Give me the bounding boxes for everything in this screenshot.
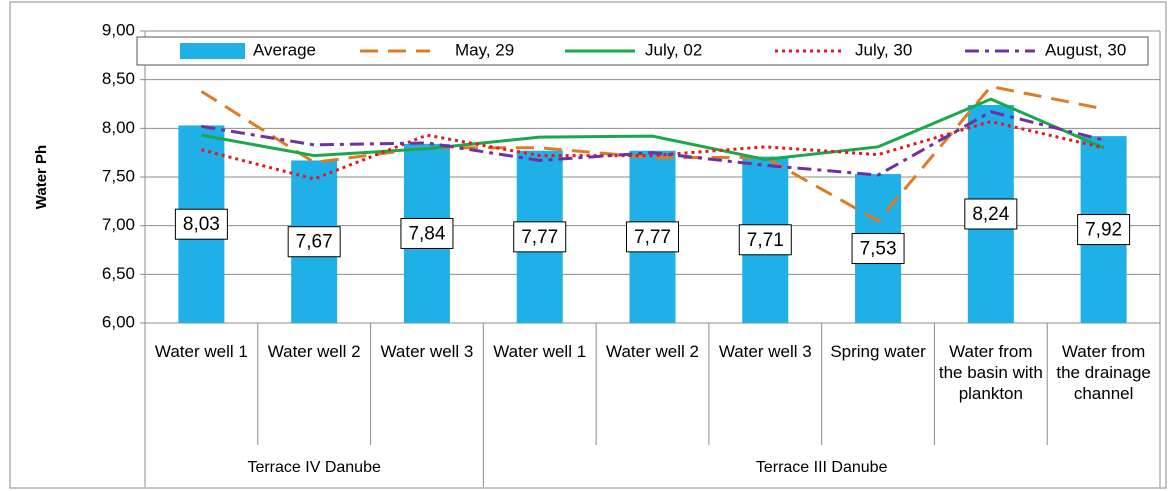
- data-label-box: [738, 224, 792, 256]
- data-label-box: [851, 233, 905, 265]
- legend-label: July, 30: [855, 40, 912, 59]
- data-label-box: [626, 221, 679, 253]
- y-tick-label: 8,50: [102, 69, 135, 88]
- line-series: [201, 110, 1104, 177]
- data-label: 7,84: [408, 223, 445, 244]
- line-series: [201, 97, 1105, 161]
- data-label-box: [174, 208, 228, 240]
- line-series: [200, 84, 1104, 223]
- x-tick-label: Water from the basin with plankton: [938, 342, 1043, 403]
- x-tick-label: Spring water: [830, 342, 926, 361]
- x-tick-label: Water well 2: [606, 342, 699, 361]
- x-tick-label: Water from the drainage channel: [1056, 342, 1151, 403]
- data-label: 7,67: [296, 232, 333, 253]
- data-label: 7,77: [634, 227, 671, 248]
- y-axis-title: Water Ph: [33, 145, 50, 209]
- data-label: 7,92: [1085, 220, 1122, 241]
- data-label: 7,71: [747, 230, 784, 251]
- group-label: Terrace III Danube: [755, 459, 888, 476]
- legend-label: July, 02: [645, 40, 702, 59]
- data-label-box: [1077, 214, 1131, 246]
- legend-label: Average: [253, 40, 316, 59]
- data-label: 7,53: [860, 239, 897, 260]
- data-label: 8,03: [183, 214, 220, 235]
- y-tick-label: 6,50: [102, 264, 135, 283]
- data-label: 8,24: [972, 204, 1009, 225]
- data-label-box: [513, 221, 567, 253]
- y-tick-label: 6,00: [102, 312, 135, 331]
- legend-label: August, 30: [1045, 40, 1126, 59]
- data-label-box: [287, 226, 341, 258]
- y-tick-label: 9,00: [102, 20, 135, 39]
- legend-swatch: [180, 43, 245, 59]
- x-tick-label: Water well 2: [267, 342, 361, 361]
- group-label: Terrace IV Danube: [247, 459, 381, 476]
- legend-box: [136, 36, 1149, 66]
- data-label: 7,77: [521, 227, 558, 248]
- line-series: [201, 119, 1104, 181]
- y-tick-label: 8,00: [102, 118, 135, 137]
- x-tick-label: Water well 3: [718, 342, 812, 361]
- x-tick-label: Water well 3: [380, 342, 474, 361]
- legend-label: May, 29: [455, 40, 514, 59]
- data-label-box: [964, 198, 1018, 230]
- data-label-box: [400, 217, 454, 249]
- y-tick-label: 7,50: [102, 166, 135, 185]
- x-tick-label: Water well 1: [493, 342, 587, 361]
- x-tick-label: Water well 1: [154, 342, 248, 361]
- chart-border: [9, 1, 1167, 489]
- y-tick-label: 7,00: [102, 215, 135, 234]
